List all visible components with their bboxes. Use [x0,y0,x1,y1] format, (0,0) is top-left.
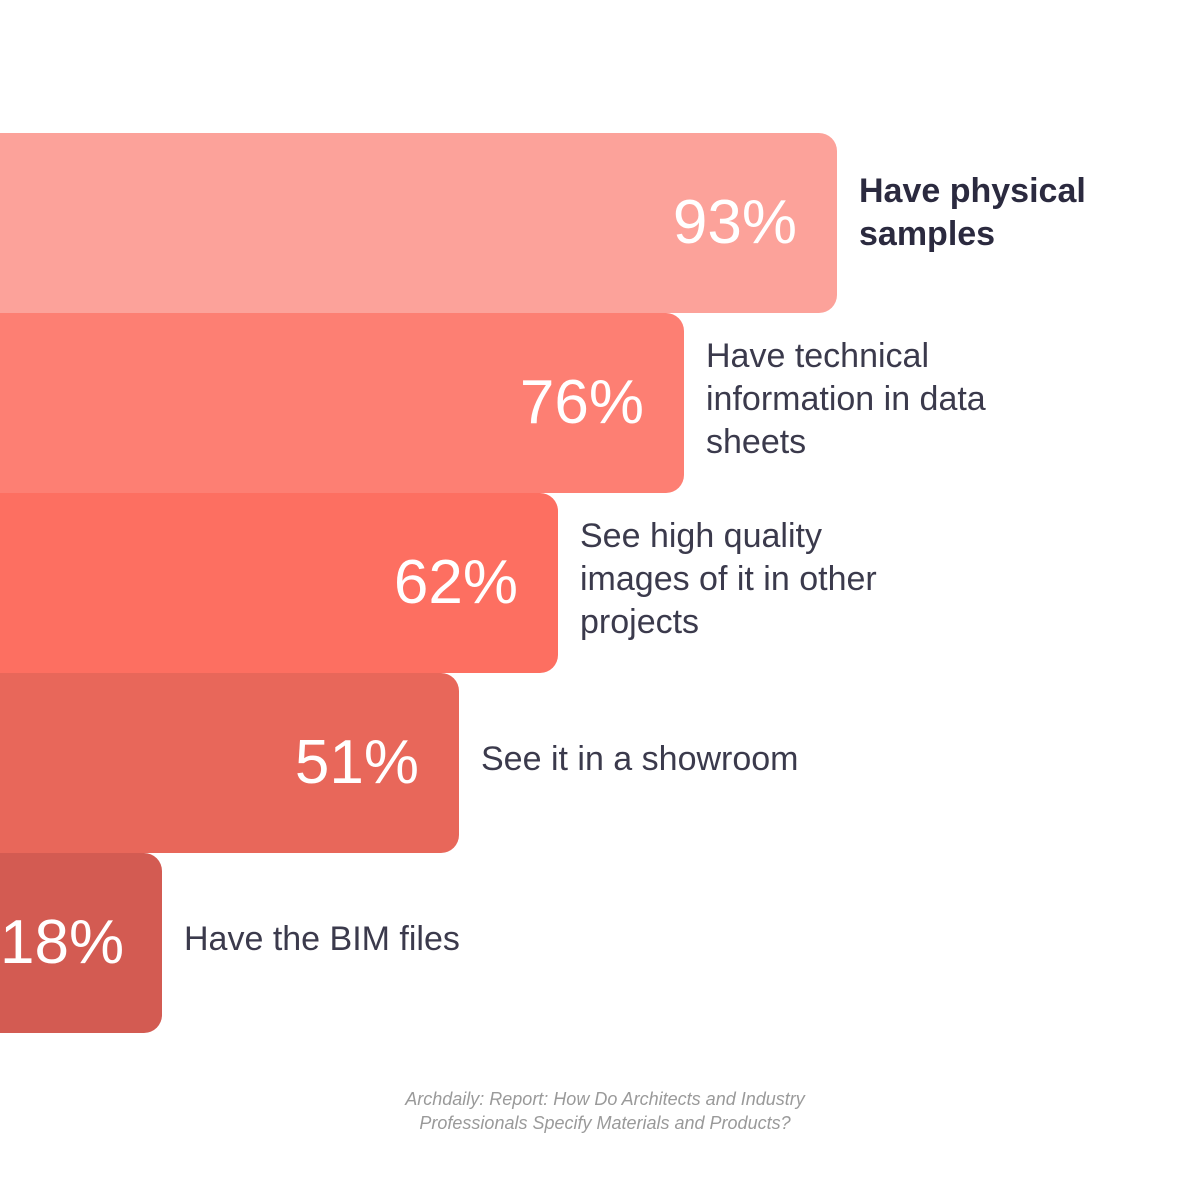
bar [0,133,837,313]
bar [0,493,558,673]
bar [0,673,459,853]
category-label: Have the BIM files [184,919,460,958]
category-label: See high quality images of it in other p… [580,516,877,641]
value-label: 93% [672,188,797,257]
category-label: Have technical information in data sheet… [706,336,986,461]
value-label: 62% [393,548,518,617]
source-note: Archdaily: Report: How Do Architects and… [405,1089,805,1133]
category-label: See it in a showroom [481,739,799,778]
value-label: 18% [0,908,125,977]
bar [0,313,684,493]
category-label: Have physical samples [859,172,1086,253]
value-label: 51% [294,728,419,797]
bar [0,853,162,1033]
value-label: 76% [519,368,644,437]
